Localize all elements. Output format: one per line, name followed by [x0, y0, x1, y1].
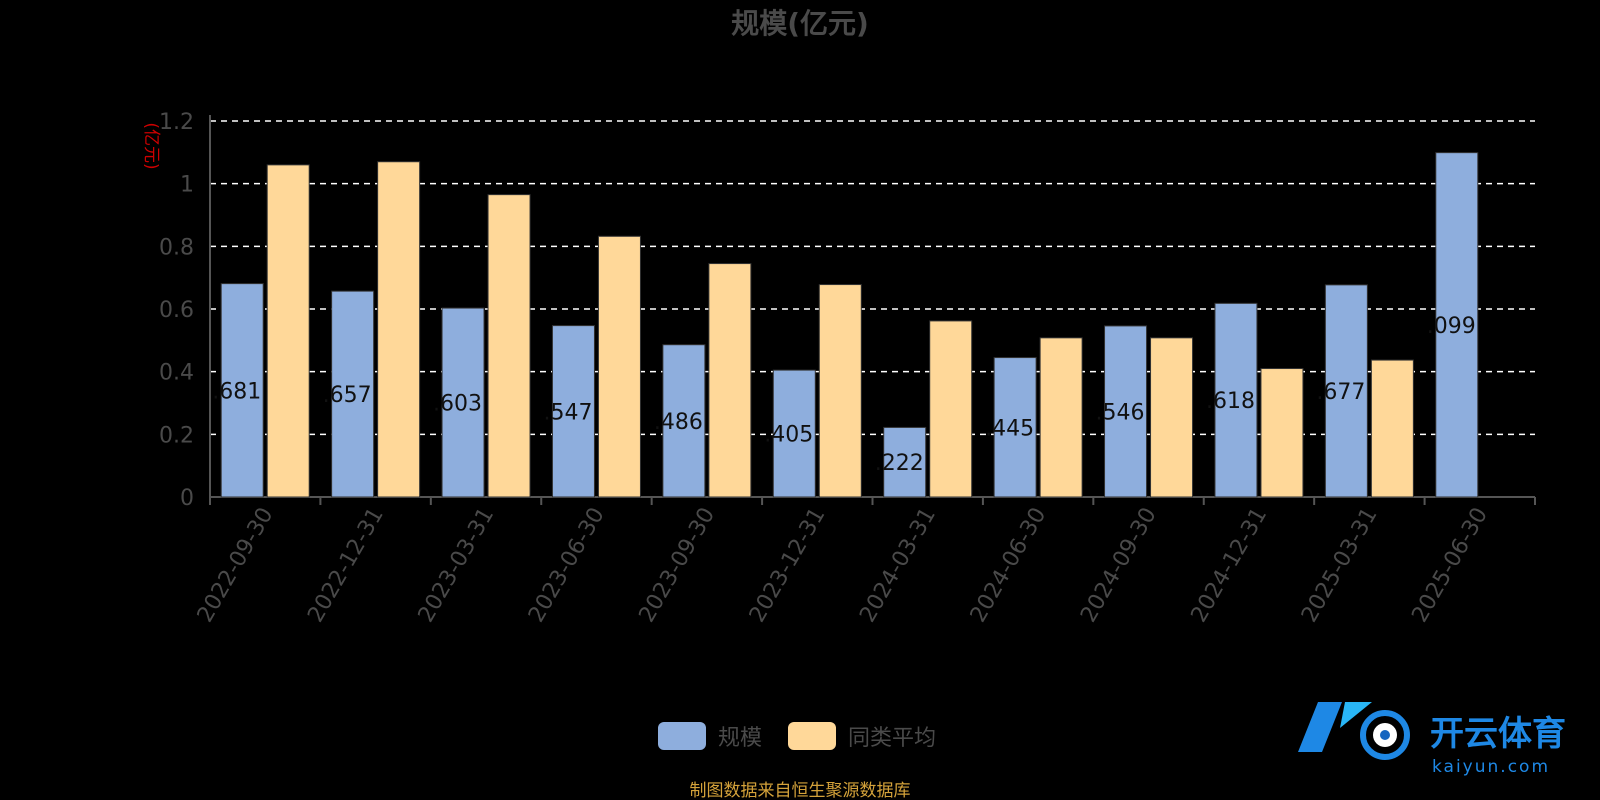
bar-scale [1214, 302, 1258, 498]
bar-peer-average [377, 161, 421, 498]
bar-peer-average [708, 263, 752, 498]
bar-peer-average [1150, 337, 1194, 498]
bar-value-label: .486 [654, 410, 703, 435]
bar-scale [662, 344, 706, 498]
y-tick-label: 0 [180, 486, 194, 511]
bar-value-label: .657 [323, 383, 372, 408]
bar-scale [441, 307, 485, 498]
kaiyun-logo-icon [1298, 702, 1410, 760]
bar-scale [551, 325, 595, 498]
bar-value-label: .681 [212, 379, 261, 404]
y-tick-label: 1 [180, 173, 194, 198]
x-tick-label: 2024-12-31 [1187, 504, 1273, 627]
x-tick-label: 2023-09-30 [634, 504, 720, 627]
y-tick-label: 0.6 [159, 298, 194, 323]
x-tick-label: 2022-12-31 [303, 504, 389, 627]
bar-peer-average [597, 235, 641, 498]
bar-value-label: .099 [1427, 314, 1476, 339]
data-source-note: 制图数据来自恒生聚源数据库 [690, 781, 911, 800]
bar-scale [993, 357, 1037, 498]
watermark-brand: 开云体育 [1430, 714, 1566, 754]
chart-title: 规模(亿元) [731, 7, 869, 40]
bar-scale [1104, 325, 1148, 498]
bar-scale [220, 283, 264, 498]
bar-value-label: .547 [543, 400, 592, 425]
x-tick-label: 2023-06-30 [524, 504, 610, 627]
x-tick-label: 2024-03-31 [855, 504, 941, 627]
x-tick-label: 2024-09-30 [1076, 504, 1162, 627]
bar-scale [1435, 152, 1479, 498]
bar-value-label: .603 [433, 392, 482, 417]
bar-scale [772, 369, 816, 498]
legend-label: 规模 [718, 726, 762, 751]
x-tick-label: 2023-12-31 [745, 504, 831, 627]
x-tick-label: 2025-03-31 [1297, 504, 1383, 627]
x-tick-label: 2024-06-30 [966, 504, 1052, 627]
y-tick-label: 1.2 [159, 110, 194, 135]
bar-value-label: .546 [1096, 400, 1145, 425]
bar-peer-average [266, 164, 310, 498]
bar-value-label: .677 [1316, 380, 1365, 405]
bar-scale [883, 426, 927, 498]
bar-peer-average [487, 194, 531, 498]
y-axis-unit: (亿元) [141, 122, 161, 169]
bar-value-label: .445 [985, 416, 1034, 441]
y-tick-label: 0.8 [159, 235, 194, 260]
bar-peer-average [1039, 337, 1083, 498]
legend-swatch [788, 722, 836, 750]
watermark-logo: 开云体育 kaiyun.com [1298, 702, 1566, 777]
bar-value-label: .618 [1206, 389, 1255, 414]
bar-peer-average [818, 284, 862, 498]
y-tick-label: 0.4 [159, 361, 194, 386]
bar-scale [331, 290, 375, 498]
watermark-domain: kaiyun.com [1432, 757, 1550, 777]
bar-peer-average [1370, 359, 1414, 498]
x-tick-label: 2022-09-30 [193, 504, 279, 627]
x-tick-label: 2025-06-30 [1407, 504, 1493, 627]
bar-peer-average [1260, 368, 1304, 498]
bar-value-label: .222 [875, 451, 924, 476]
legend-label: 同类平均 [848, 726, 936, 751]
bar-scale [1324, 284, 1368, 498]
bar-peer-average [929, 320, 973, 498]
y-tick-label: 0.2 [159, 423, 194, 448]
legend-swatch [658, 722, 706, 750]
x-tick-label: 2023-03-31 [414, 504, 500, 627]
bar-value-label: .405 [764, 423, 813, 448]
